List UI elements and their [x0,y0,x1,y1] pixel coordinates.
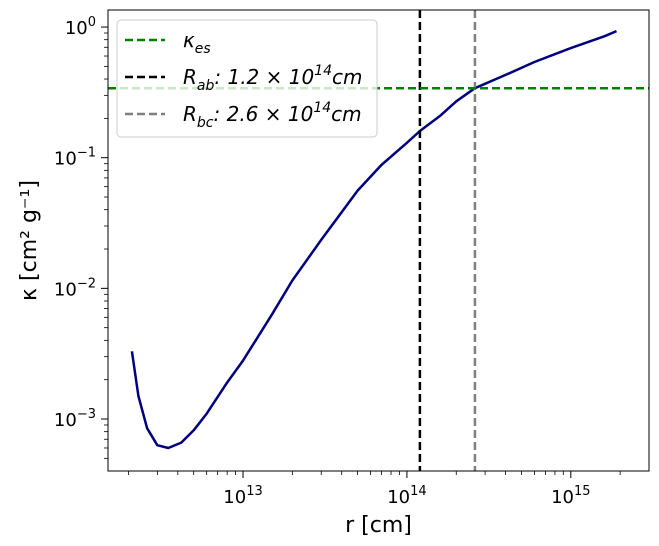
legend-entry-r-ab: Rab: 1.2 × 1014cm [125,63,363,94]
y-tick-label: 10−2 [54,276,96,300]
y-tick-label: 10−1 [54,146,96,170]
x-tick-label: 1015 [551,484,590,508]
y-axis-label: κ [cm² g⁻¹] [17,180,42,301]
kappa-series-line [130,29,617,450]
legend-label: Rab: 1.2 × 1014cm [183,63,363,94]
axis-ticks: 1013 1014 1015 100 10−1 10−2 10−3 [54,15,621,508]
legend-box [116,19,378,138]
legend: κes Rab: 1.2 × 1014cm Rbc: 2.6 × 1014cm [116,19,378,138]
legend-label: κes [183,28,211,57]
x-axis-label: r [cm] [345,513,412,538]
x-tick-label: 1014 [387,484,426,508]
x-tick-label: 1013 [223,484,262,508]
y-tick-label: 100 [65,15,96,39]
legend-label: Rbc: 2.6 × 1014cm [183,100,362,131]
legend-entry-kappa-es: κes [125,28,211,57]
axes-frame [107,9,650,472]
legend-entry-r-bc: Rbc: 2.6 × 1014cm [125,100,362,131]
y-tick-label: 10−3 [54,407,96,431]
